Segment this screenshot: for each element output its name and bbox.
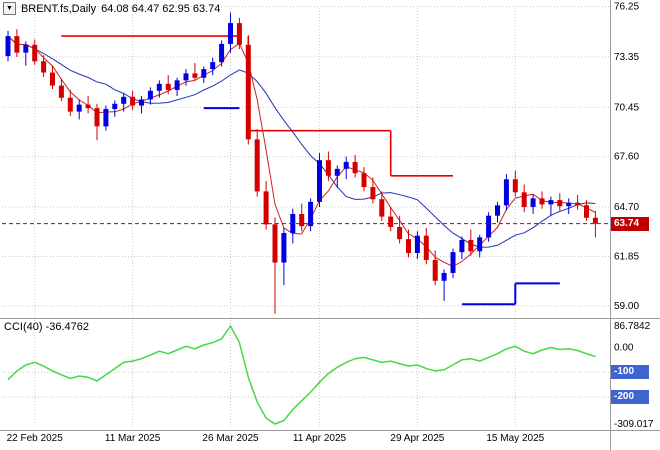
candle-body-down [397,226,403,240]
candle-body-up [503,179,509,206]
candle-body-down [130,96,136,106]
candle-body-up [441,272,447,281]
candle-body-up [228,23,233,44]
candle-body-down [406,239,411,254]
chart-title-bar: ▼ BRENT.fs,Daily 64.08 64.47 62.95 63.74 [3,2,220,15]
candle-body-up [486,215,492,238]
candle-body-up [566,202,572,207]
candle-body-up [139,99,144,106]
candle-body-up [219,43,225,63]
candle-body-down [94,108,100,127]
symbol-title: BRENT.fs,Daily [20,2,97,15]
ohlc-values: 64.08 64.47 62.95 63.74 [101,2,221,15]
candle-body-down [263,191,269,225]
indicator-value: -36.4762 [45,321,90,333]
date-axis-label: 29 Apr 2025 [390,433,444,444]
candle-body-down [192,73,198,78]
candle-body-up [317,160,322,202]
candle-body-down [361,173,367,188]
candle-body-down [67,97,73,112]
symbol-dropdown-icon[interactable]: ▼ [3,2,16,15]
candle-body-up [76,104,82,112]
candle-body-up [156,83,162,91]
candle-body-down [41,61,47,73]
candle-body-down [32,44,38,62]
candle-body-down [14,36,20,53]
candle-body-up [548,200,554,205]
cci-line [7,324,596,425]
date-axis-label: 11 Mar 2025 [105,433,161,444]
candle-body-up [343,161,349,169]
price-axis-label: 61.85 [614,251,639,262]
cci-axis-label: 0.00 [614,343,634,354]
date-axis-label: 15 May 2025 [486,433,544,444]
candle-body-up [103,108,109,127]
candle-body-down [272,224,278,263]
candle-body-down [388,216,394,227]
date-axis-label: 11 Apr 2025 [293,433,347,444]
candle-body-up [308,201,314,227]
candle-body-down [165,83,171,90]
candle-body-down [512,179,518,193]
candle-body-up [477,237,483,252]
candle-body-down [245,44,251,140]
candle-body-down [575,202,581,206]
price-axis-label: 64.70 [614,202,639,213]
indicator-name: CCI(40) [4,321,43,333]
candle-body-up [450,252,456,273]
candle-body-up [334,168,340,176]
candle-body-down [254,139,260,192]
price-axis-label: 76.25 [614,2,639,13]
candle-body-up [147,90,153,100]
price-axis-label: 59.00 [614,301,639,312]
candle-body-up [174,80,180,90]
candle-body-down [58,85,64,98]
date-axis-label: 22 Feb 2025 [7,433,64,444]
candle-body-down [584,205,589,218]
price-axis-label: 70.45 [614,102,639,113]
cci-axis-label: -309.017 [614,419,654,430]
candle-body-down [85,104,91,109]
cci-level-badge-200: -200 [611,390,649,405]
candle-body-down [557,200,563,207]
candle-body-up [210,62,216,70]
candle-body-up [183,73,189,81]
price-axis-label: 67.60 [614,152,639,163]
candle-body-up [121,96,127,104]
ma-fast-line [7,35,596,268]
candle-body-up [23,44,29,53]
ma-slow-line [7,35,596,248]
candle-body-down [236,23,242,45]
candle-body-up [495,205,500,216]
candle-body-down [325,160,331,176]
price-axis-label: 73.35 [614,52,639,63]
candle-body-up [459,239,465,253]
current-price-badge: 63.74 [611,216,649,231]
candle-body-up [414,235,420,254]
candle-body-down [299,213,305,227]
candle-body-down [432,259,438,281]
cci-axis-label: 86.7842 [614,321,651,332]
candle-body-up [201,69,207,78]
candle-body-down [521,192,527,208]
candle-body-up [112,103,118,109]
candle-body-down [50,72,55,86]
candle-body-down [592,217,598,224]
indicator-label-bar: CCI(40) -36.4762 [4,321,89,333]
candle-body-down [352,161,358,174]
candle-body-down [468,239,474,252]
candle-body-down [423,235,429,260]
candle-body-down [539,198,545,205]
candle-body-up [281,233,287,263]
candle-body-down [370,187,376,200]
candle-body-up [5,36,11,57]
date-axis-label: 26 Mar 2025 [202,433,259,444]
candle-body-down [379,199,385,217]
candle-body-up [530,198,536,208]
cci-level-badge-100: -100 [611,365,649,380]
